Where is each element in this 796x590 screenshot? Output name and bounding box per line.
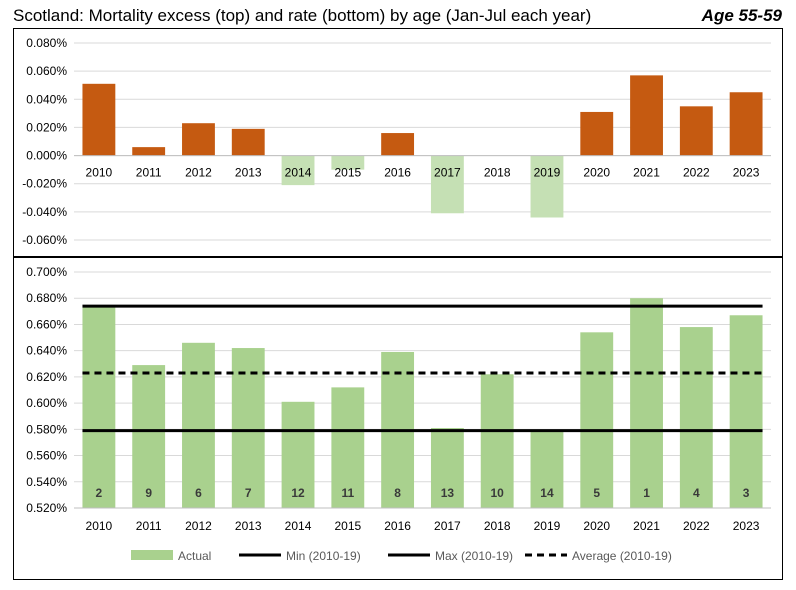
x-tick-label: 2017 [434, 166, 461, 180]
excess-bar [580, 111, 614, 156]
y-tick-label: 0.560% [26, 449, 67, 463]
legend: Actual Min (2010-19) Max (2010-19) Average … [131, 549, 672, 563]
chart-title: Scotland: Mortality excess (top) and rat… [13, 6, 592, 25]
actual-bar [182, 342, 215, 508]
x-tick-label: 2022 [683, 519, 710, 533]
rank-label: 4 [693, 486, 700, 500]
legend-label-average: Average (2010-19) [572, 549, 672, 563]
actual-bar [630, 298, 663, 508]
actual-bar [132, 365, 166, 508]
excess-bar [729, 92, 763, 156]
excess-bar [132, 147, 166, 156]
x-tick-label: 2020 [583, 166, 610, 180]
excess-chart-panel: 0.080% 0.060% 0.040% 0.020% 0.000% -0.020% -0.… [13, 28, 783, 257]
excess-bar [530, 155, 564, 218]
excess-bar [679, 106, 713, 156]
x-tick-label: 2012 [185, 166, 212, 180]
rank-label: 10 [490, 486, 504, 500]
actual-bar [82, 307, 116, 508]
x-tick-label: 2021 [633, 519, 660, 533]
rank-label: 8 [394, 486, 401, 500]
y-tick-label: 0.540% [26, 475, 67, 489]
rank-label: 3 [743, 486, 750, 500]
x-tick-label: 2017 [434, 519, 461, 533]
x-tick-label: 2013 [235, 166, 262, 180]
legend-label-min: Min (2010-19) [286, 549, 361, 563]
y-tick-label: 0.680% [26, 291, 67, 305]
x-tick-label: 2019 [534, 166, 561, 180]
x-tick-label: 2023 [733, 519, 760, 533]
rank-label: 5 [593, 486, 600, 500]
rank-label: 2 [96, 486, 103, 500]
excess-bar [231, 128, 265, 156]
rank-label: 12 [291, 486, 305, 500]
y-tick-label: 0.020% [26, 120, 67, 134]
excess-chart: 0.080% 0.060% 0.040% 0.020% 0.000% -0.020% -0.… [22, 36, 771, 247]
y-tick-label: 0.620% [26, 370, 67, 384]
x-tick-label: 2018 [484, 519, 511, 533]
y-tick-label: 0.520% [26, 501, 67, 515]
y-tick-label: -0.060% [22, 233, 67, 247]
y-tick-label: 0.000% [26, 149, 67, 163]
y-tick-label: 0.660% [26, 317, 67, 331]
rank-label: 9 [145, 486, 152, 500]
rank-label: 14 [540, 486, 554, 500]
excess-bar [630, 75, 663, 156]
rank-label: 13 [441, 486, 455, 500]
x-tick-label: 2023 [733, 166, 760, 180]
actual-bar [331, 387, 365, 508]
excess-bar [281, 155, 315, 186]
x-tick-label: 2022 [683, 166, 710, 180]
actual-bar [729, 315, 763, 508]
actual-bar [480, 374, 514, 508]
chart-subtitle: Age 55-59 [701, 6, 782, 25]
legend-swatch-actual [131, 550, 173, 560]
y-tick-label: 0.060% [26, 64, 67, 78]
x-tick-label: 2016 [384, 519, 411, 533]
rate-chart-panel: 0.700% 0.680% 0.660% 0.640% 0.620% 0.600% 0.58… [13, 257, 783, 580]
x-tick-label: 2010 [86, 166, 113, 180]
actual-bar [679, 327, 713, 508]
x-tick-label: 2015 [334, 519, 361, 533]
actual-bar [231, 348, 265, 508]
legend-label-max: Max (2010-19) [435, 549, 513, 563]
rank-label: 1 [643, 486, 650, 500]
y-tick-label: 0.040% [26, 92, 67, 106]
excess-bar [430, 155, 464, 214]
rate-chart: 0.700% 0.680% 0.660% 0.640% 0.620% 0.600% 0.58… [26, 265, 771, 563]
y-tick-label: 0.600% [26, 396, 67, 410]
y-tick-label: -0.020% [22, 177, 67, 191]
actual-bar [530, 430, 564, 508]
y-tick-label: -0.040% [22, 205, 67, 219]
x-tick-label: 2010 [86, 519, 113, 533]
x-tick-label: 2018 [484, 166, 511, 180]
rank-label: 7 [245, 486, 252, 500]
excess-bar [182, 123, 215, 156]
excess-bar [82, 83, 116, 156]
x-tick-label: 2021 [633, 166, 660, 180]
rank-label: 11 [341, 486, 354, 500]
y-tick-label: 0.640% [26, 344, 67, 358]
legend-label-actual: Actual [178, 549, 211, 563]
x-tick-label: 2019 [534, 519, 561, 533]
rank-label: 6 [195, 486, 202, 500]
actual-bar [430, 428, 464, 508]
excess-bar [381, 133, 415, 156]
x-tick-label: 2016 [384, 166, 411, 180]
excess-bar [331, 155, 365, 170]
x-tick-label: 2014 [285, 519, 312, 533]
y-tick-label: 0.080% [26, 36, 67, 50]
actual-bar [580, 332, 614, 508]
x-tick-label: 2014 [285, 166, 312, 180]
x-tick-label: 2020 [583, 519, 610, 533]
x-tick-label: 2013 [235, 519, 262, 533]
x-tick-label: 2011 [136, 519, 162, 533]
x-tick-label: 2015 [334, 166, 361, 180]
actual-bar [281, 401, 315, 508]
x-tick-label: 2011 [136, 166, 162, 180]
y-tick-label: 0.700% [26, 265, 67, 279]
x-tick-label: 2012 [185, 519, 212, 533]
y-tick-label: 0.580% [26, 422, 67, 436]
